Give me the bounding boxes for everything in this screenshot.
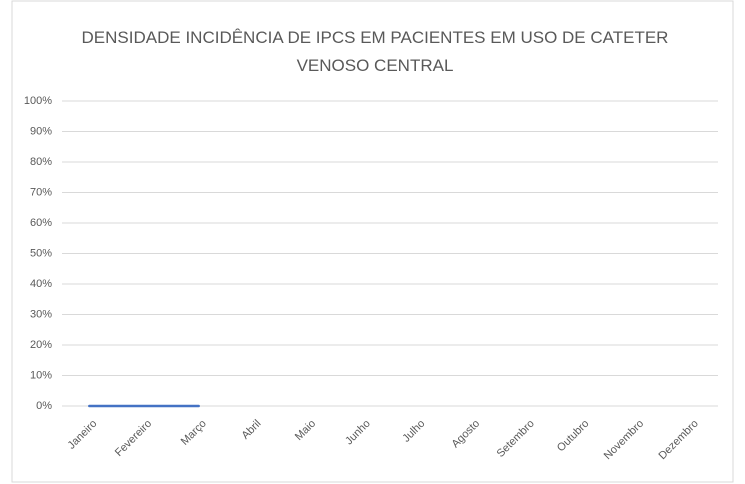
x-tick-label: Março: [179, 418, 209, 448]
x-tick-label: Setembro: [495, 418, 537, 460]
y-tick-label: 80%: [30, 156, 52, 168]
x-tick-label: Novembro: [602, 418, 646, 462]
y-tick-label: 60%: [30, 217, 52, 229]
y-tick-label: 90%: [30, 125, 52, 137]
x-tick-label: Outubro: [555, 418, 592, 455]
y-tick-label: 100%: [24, 95, 52, 107]
x-tick-label: Dezembro: [656, 418, 700, 462]
x-tick-label: Abril: [239, 418, 263, 442]
x-tick-label: Junho: [343, 418, 373, 448]
x-tick-label: Julho: [400, 418, 427, 445]
x-tick-label: Agosto: [449, 418, 482, 451]
x-tick-label: Maio: [293, 418, 318, 443]
y-tick-label: 40%: [30, 278, 52, 290]
y-tick-label: 10%: [30, 369, 52, 381]
y-tick-label: 20%: [30, 339, 52, 351]
y-tick-label: 50%: [30, 247, 52, 259]
chart-frame: [11, 0, 734, 483]
y-tick-label: 70%: [30, 186, 52, 198]
y-tick-label: 0%: [36, 400, 52, 412]
x-tick-label: Janeiro: [66, 418, 100, 452]
y-tick-label: 30%: [30, 308, 52, 320]
x-tick-label: Fevereiro: [113, 418, 154, 459]
chart-title: DENSIDADE INCIDÊNCIA DE IPCS EM PACIENTE…: [81, 28, 669, 75]
